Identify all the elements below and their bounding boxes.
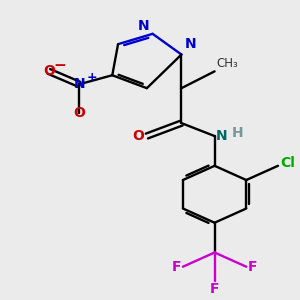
Text: N: N (184, 37, 196, 51)
Text: −: − (53, 58, 66, 73)
Text: N: N (216, 129, 228, 143)
Text: H: H (231, 127, 243, 140)
Text: O: O (73, 106, 85, 120)
Text: N: N (138, 19, 150, 32)
Text: F: F (172, 260, 182, 274)
Text: Cl: Cl (280, 156, 295, 170)
Text: N: N (73, 77, 85, 91)
Text: +: + (87, 71, 98, 84)
Text: F: F (210, 282, 219, 296)
Text: F: F (248, 260, 257, 274)
Text: O: O (132, 129, 144, 143)
Text: O: O (43, 64, 55, 78)
Text: CH₃: CH₃ (216, 57, 238, 70)
